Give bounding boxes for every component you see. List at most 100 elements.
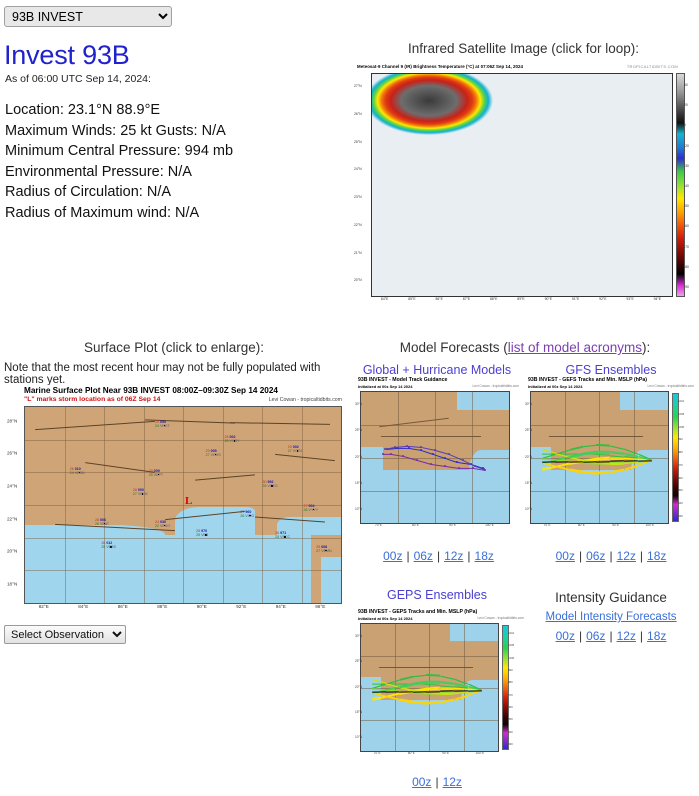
gfs-ensembles-image[interactable]: 93B INVEST - GEFS Tracks and Min. MSLP (… (525, 376, 697, 539)
surface-x-axis: 82°E 84°E 86°E 88°E 90°E 92°E 94°E 96°E (24, 603, 340, 613)
station-dewpoint: 25 (101, 545, 106, 550)
time-link-12z[interactable]: 12z (616, 629, 636, 643)
forecast-track-segment (569, 461, 584, 463)
time-link-06z[interactable]: 06z (586, 629, 606, 643)
station-dewpoint: 27 (132, 492, 137, 497)
axis-tick-label: 15°N (355, 709, 363, 714)
station-dewpoint: 26 (262, 484, 267, 489)
gfs-colorbar (672, 393, 679, 522)
global-model-time-links[interactable]: 00z | 06z | 12z | 18z (355, 549, 522, 563)
forecast-track-segment (434, 450, 450, 455)
axis-tick-label: 70°E (543, 523, 551, 527)
station-dewpoint: 25 (275, 535, 280, 540)
axis-tick-label: 10°N (355, 506, 363, 511)
geps-colorbar-ticks: 1010 1005 1000 990 980 970 960 950 940 930 (508, 625, 526, 748)
time-link-18z[interactable]: 18z (474, 549, 494, 563)
geps-y-axis: 30°N 25°N 20°N 15°N 10°N (355, 623, 363, 750)
intensity-time-links[interactable]: 00z | 06z | 12z | 18z (525, 629, 697, 643)
station-plot: 30 992 26 VGEG (262, 480, 277, 488)
global-model-title: 93B INVEST - Model Track Guidance (358, 377, 448, 383)
station-dewpoint: 29 (148, 472, 153, 477)
station-pressure: 009 (153, 468, 160, 473)
link-separator: | (609, 629, 613, 643)
satellite-colorbar (676, 73, 685, 297)
forecast-track-node (430, 463, 432, 465)
axis-tick-label: 93°E (626, 297, 634, 301)
station-marker (157, 473, 160, 476)
station-pressure: 090 (160, 419, 167, 424)
satellite-y-axis: 27°N 26°N 25°N 24°N 23°N 22°N 21°N 20°N (353, 73, 371, 295)
geps-ensembles-image[interactable]: 93B INVEST - GEPS Tracks and Min. MSLP (… (355, 608, 527, 766)
station-plot: 26 010 24 VEBN (70, 467, 85, 475)
storm-stats: Location: 23.1°N 88.9°E Maximum Winds: 2… (5, 100, 233, 223)
time-link-00z[interactable]: 00z (412, 775, 432, 789)
colorbar-tick-label: -60 (684, 224, 689, 229)
station-temp: 29 (205, 449, 210, 454)
forecast-track-segment (426, 688, 441, 691)
grid-line (262, 407, 263, 603)
station-marker (205, 534, 207, 536)
axis-tick-label: 27°N (354, 84, 362, 89)
time-link-18z[interactable]: 18z (647, 549, 667, 563)
infrared-satellite-image[interactable]: Meteosat-9 Channel 9 (IR) Brightness Tem… (351, 62, 696, 312)
global-model-map (360, 391, 510, 524)
forecast-track-node (444, 457, 446, 459)
colorbar-tick-label: -70 (684, 244, 689, 249)
axis-tick-label: 20°N (7, 548, 18, 554)
gfs-time-links[interactable]: 00z | 06z | 12z | 18z (525, 549, 697, 563)
link-separator: | (639, 629, 644, 643)
colorbar-tick-label: 930 (678, 513, 683, 518)
observation-time-select[interactable]: Select Observation Time... (4, 625, 126, 644)
forecast-track-segment (569, 446, 584, 451)
time-link-06z[interactable]: 06z (413, 549, 433, 563)
station-id: VEGK (137, 492, 148, 497)
geps-title: 93B INVEST - GEPS Tracks and Min. MSLP (… (358, 609, 478, 615)
forecast-track-segment (426, 682, 441, 684)
as-of-timestamp: As of 06:00 UTC Sep 14, 2024: (5, 73, 151, 85)
station-pressure: 012 (106, 541, 113, 546)
colorbar-tick-label: 980 (508, 680, 513, 685)
global-model-credit: Levi Cowan - tropicaltidbits.com (472, 384, 519, 388)
storm-selector[interactable]: 93B INVEST (4, 6, 172, 27)
station-pressure: 005 (210, 449, 217, 454)
surface-plot-image[interactable]: Marine Surface Plot Near 93B INVEST 08:0… (6, 385, 346, 622)
station-pressure: 006 (100, 517, 106, 522)
model-acronyms-link[interactable]: list of model acronyms (507, 340, 643, 355)
time-link-06z[interactable]: 06z (586, 549, 606, 563)
time-link-12z[interactable]: 12z (442, 775, 462, 789)
time-link-00z[interactable]: 00z (555, 549, 575, 563)
station-id: VECC (280, 535, 291, 540)
station-id: VGEG (267, 484, 278, 489)
time-link-12z[interactable]: 12z (616, 549, 636, 563)
geps-time-links[interactable]: 00z | 12z (351, 775, 523, 789)
station-dewpoint: 24 (155, 423, 160, 428)
model-intensity-forecasts-link[interactable]: Model Intensity Forecasts (545, 611, 677, 623)
surface-plot-credit: Levi Cowan - tropicaltidbits.com (268, 397, 342, 403)
forecast-track-segment (416, 460, 432, 465)
axis-tick-label: 87°E (462, 297, 471, 301)
time-link-00z[interactable]: 00z (383, 549, 403, 563)
station-marker (312, 508, 314, 511)
forecast-track-node (382, 453, 384, 455)
time-link-18z[interactable]: 18z (647, 629, 667, 643)
time-link-12z[interactable]: 12z (444, 549, 464, 563)
station-dewpoint: 24 (69, 470, 74, 475)
axis-tick-label: 84°E (380, 297, 389, 301)
time-link-00z[interactable]: 00z (555, 629, 575, 643)
axis-tick-label: 30°N (525, 402, 533, 407)
surface-plot-note: Note that the most recent hour may not b… (4, 362, 321, 386)
axis-tick-label: 24°N (7, 483, 18, 489)
station-pressure: 971 (280, 531, 287, 536)
forecast-track-node (408, 447, 410, 449)
axis-tick-label: 96°E (315, 604, 326, 609)
axis-tick-label: 25°N (354, 139, 362, 144)
model-track-guidance-image[interactable]: 93B INVEST - Model Track Guidance Initia… (355, 376, 522, 539)
station-id: VEMN (321, 549, 332, 554)
station-plot: 28 000 27 VEGK (133, 488, 148, 496)
colorbar-tick-label: 1005 (508, 643, 515, 648)
station-marker (164, 424, 166, 427)
colorbar-tick-label: 930 (508, 741, 513, 746)
coastline (85, 462, 155, 473)
axis-tick-label: 30°N (355, 402, 363, 407)
station-plot: 28 970 25 VEB (196, 529, 208, 537)
